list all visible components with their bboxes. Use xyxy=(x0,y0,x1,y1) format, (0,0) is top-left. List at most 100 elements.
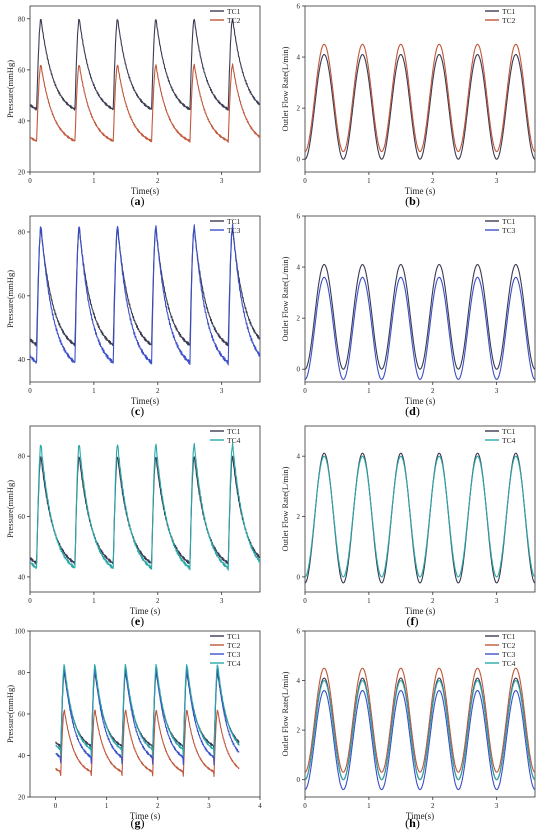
x-tick-label: 1 xyxy=(105,802,109,810)
legend-label-TC3: TC3 xyxy=(227,650,241,659)
panel-f: 0 1 2 3 0 2 4 Time (s) Outlet Flow Rate(L/min) TC… xyxy=(275,420,550,630)
x-tick-label: 1 xyxy=(367,387,371,395)
plot-frame xyxy=(304,215,536,383)
series-group xyxy=(305,452,535,584)
legend-label-TC1: TC1 xyxy=(502,7,516,16)
plot-frame xyxy=(304,630,536,798)
x-axis-label: Time (s) xyxy=(405,606,435,616)
panel-h: 0 1 2 3 0 2 4 6 Time(s) Outlet Flow Rate(L/min) TC… xyxy=(275,625,550,835)
series-group xyxy=(305,43,535,160)
panel-c: 0 1 2 3 40 60 80 Time(s) Pressure(mmHg) TC1 TC3 (c… xyxy=(0,210,275,420)
y-tick-label: 2 xyxy=(297,513,301,521)
x-tick-label: 2 xyxy=(431,387,435,395)
chart-f: 0 1 2 3 0 2 4 Time (s) Outlet Flow Rate(L/min) TC… xyxy=(280,425,536,616)
x-tick-label: 3 xyxy=(220,177,224,185)
series-line-TC4 xyxy=(305,680,535,781)
y-axis-label: Outlet Flow Rate(L/min) xyxy=(280,466,290,551)
y-tick-label: 2 xyxy=(297,727,301,735)
series-line-TC3 xyxy=(305,276,535,380)
y-tick-label: 6 xyxy=(297,3,301,11)
legend-label-TC1: TC1 xyxy=(227,7,241,16)
series-line-TC1 xyxy=(55,672,240,752)
panel-d: 0 1 2 3 0 2 4 6 Time (s) Outlet Flow Rate(L/min) T… xyxy=(275,210,550,420)
x-tick-label: 3 xyxy=(495,802,499,810)
legend-label-TC1: TC1 xyxy=(502,427,516,436)
y-tick-label: 40 xyxy=(18,573,26,581)
y-axis-label: Outlet Flow Rate(L/min) xyxy=(280,256,290,341)
x-tick-label: 2 xyxy=(156,177,160,185)
chart-h: 0 1 2 3 0 2 4 6 Time(s) Outlet Flow Rate(L/min) TC… xyxy=(280,628,536,821)
plot-frame xyxy=(29,215,261,383)
series-group xyxy=(30,18,260,143)
caption-h: (h) xyxy=(405,816,420,830)
legend-label-TC4: TC4 xyxy=(227,659,241,668)
y-axis-label: Pressure(mmHg) xyxy=(5,270,15,328)
y-tick-label: 0 xyxy=(297,573,301,581)
series-line-TC1 xyxy=(305,263,535,370)
y-tick-label: 4 xyxy=(297,264,301,272)
x-tick-label: 3 xyxy=(495,597,499,605)
x-tick-label: 1 xyxy=(92,177,96,185)
x-tick-label: 0 xyxy=(28,597,32,605)
y-tick-label: 80 xyxy=(18,453,26,461)
x-tick-label: 2 xyxy=(431,177,435,185)
x-tick-label: 1 xyxy=(367,177,371,185)
y-axis-label: Pressure(mmHg) xyxy=(5,685,15,743)
series-line-TC3 xyxy=(30,223,260,366)
y-tick-label: 20 xyxy=(18,794,26,802)
x-tick-label: 2 xyxy=(156,802,160,810)
plot-frame xyxy=(29,5,261,173)
series-line-TC4 xyxy=(30,442,260,571)
chart-b: 0 1 2 3 0 2 4 6 Time (s) Outlet Flow Rate(L/min) T… xyxy=(280,3,536,196)
x-tick-label: 0 xyxy=(303,177,307,185)
plot-frame xyxy=(304,5,536,173)
x-tick-label: 3 xyxy=(495,177,499,185)
x-axis-label: Time(s) xyxy=(406,811,434,821)
caption-g: (g) xyxy=(130,816,145,830)
y-tick-label: 80 xyxy=(18,15,26,23)
panel-b: 0 1 2 3 0 2 4 6 Time (s) Outlet Flow Rate(L/min) T… xyxy=(275,0,550,210)
plot-frame xyxy=(304,425,536,593)
series-line-TC3 xyxy=(305,689,535,791)
x-tick-label: 3 xyxy=(220,597,224,605)
series-line-TC4 xyxy=(305,455,535,578)
legend-label-TC1: TC1 xyxy=(227,632,241,641)
legend-label-TC1: TC1 xyxy=(502,217,516,226)
y-tick-label: 80 xyxy=(18,228,26,236)
series-line-TC1 xyxy=(30,18,260,111)
y-tick-label: 60 xyxy=(18,292,26,300)
legend-label-TC1: TC1 xyxy=(227,427,241,436)
y-tick-label: 4 xyxy=(297,677,301,685)
x-tick-label: 3 xyxy=(495,387,499,395)
series-group xyxy=(30,223,260,366)
caption-e: (e) xyxy=(130,614,145,628)
x-tick-label: 3 xyxy=(220,387,224,395)
series-line-TC1 xyxy=(305,452,535,584)
y-tick-label: 40 xyxy=(18,117,26,125)
series-line-TC1 xyxy=(30,228,260,347)
y-tick-label: 20 xyxy=(18,169,26,177)
x-tick-label: 0 xyxy=(303,387,307,395)
y-tick-label: 60 xyxy=(18,66,26,74)
caption-b: (b) xyxy=(405,194,420,208)
series-line-TC2 xyxy=(305,667,535,773)
y-tick-label: 40 xyxy=(18,356,26,364)
caption-d: (d) xyxy=(405,404,420,418)
x-axis-label: Time (s) xyxy=(405,396,435,406)
x-tick-label: 0 xyxy=(303,597,307,605)
y-tick-label: 60 xyxy=(18,711,26,719)
caption-f: (f) xyxy=(406,614,419,628)
y-tick-label: 6 xyxy=(297,628,301,636)
y-tick-label: 2 xyxy=(297,315,301,323)
y-tick-label: 0 xyxy=(297,156,301,164)
y-axis-label: Pressure(mmHg) xyxy=(5,480,15,538)
legend-label-TC4: TC4 xyxy=(227,436,241,445)
panel-e: 0 1 2 3 40 60 80 Time (s) Pressure(mmHg) TC1 TC4 (… xyxy=(0,420,275,630)
y-tick-label: 0 xyxy=(297,776,301,784)
legend-label-TC3: TC3 xyxy=(502,650,516,659)
legend-label-TC2: TC2 xyxy=(227,16,241,25)
series-line-TC1 xyxy=(305,53,535,160)
x-axis-label: Time(s) xyxy=(131,186,159,196)
